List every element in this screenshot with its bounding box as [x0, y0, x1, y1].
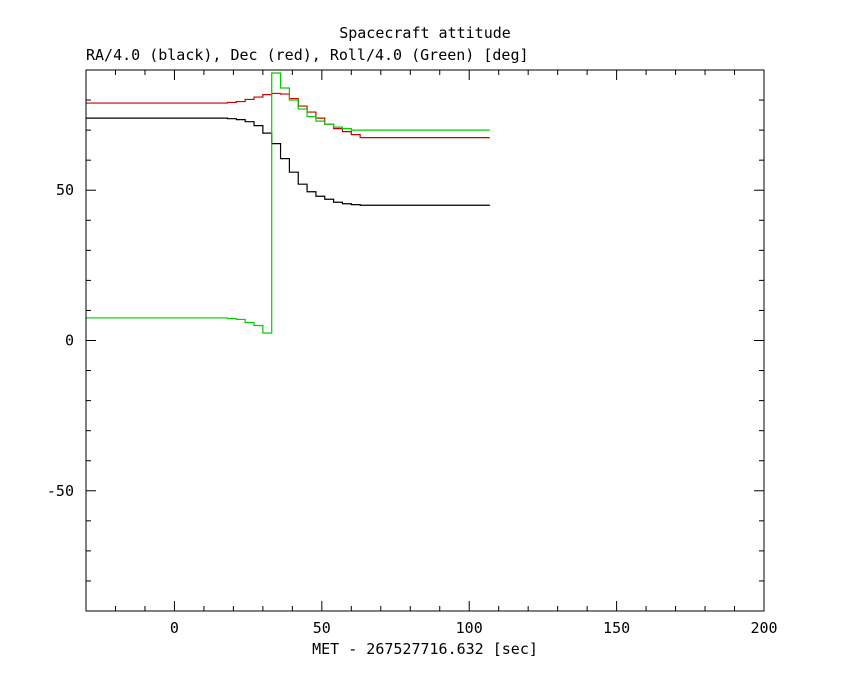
series-line-1 — [86, 117, 490, 206]
x-tick-label: 50 — [313, 619, 331, 637]
tick-layer: 0 50 100 150 200 -50 0 50 — [47, 70, 778, 637]
y-tick-label: 0 — [65, 332, 74, 350]
series-line-3 — [86, 72, 490, 334]
series-line-2 — [86, 92, 490, 139]
y-tick-label: 50 — [56, 181, 74, 199]
chart-subtitle: RA/4.0 (black), Dec (red), Roll/4.0 (Gre… — [86, 46, 529, 64]
x-tick-label: 150 — [603, 619, 630, 637]
plot-frame — [85, 69, 765, 612]
x-axis-label: MET - 267527716.632 [sec] — [312, 640, 538, 658]
chart-title: Spacecraft attitude — [339, 24, 511, 42]
y-tick-label: -50 — [47, 482, 74, 500]
series-layer — [86, 72, 490, 334]
x-tick-label: 0 — [170, 619, 179, 637]
x-tick-label: 200 — [750, 619, 777, 637]
x-tick-label: 100 — [456, 619, 483, 637]
